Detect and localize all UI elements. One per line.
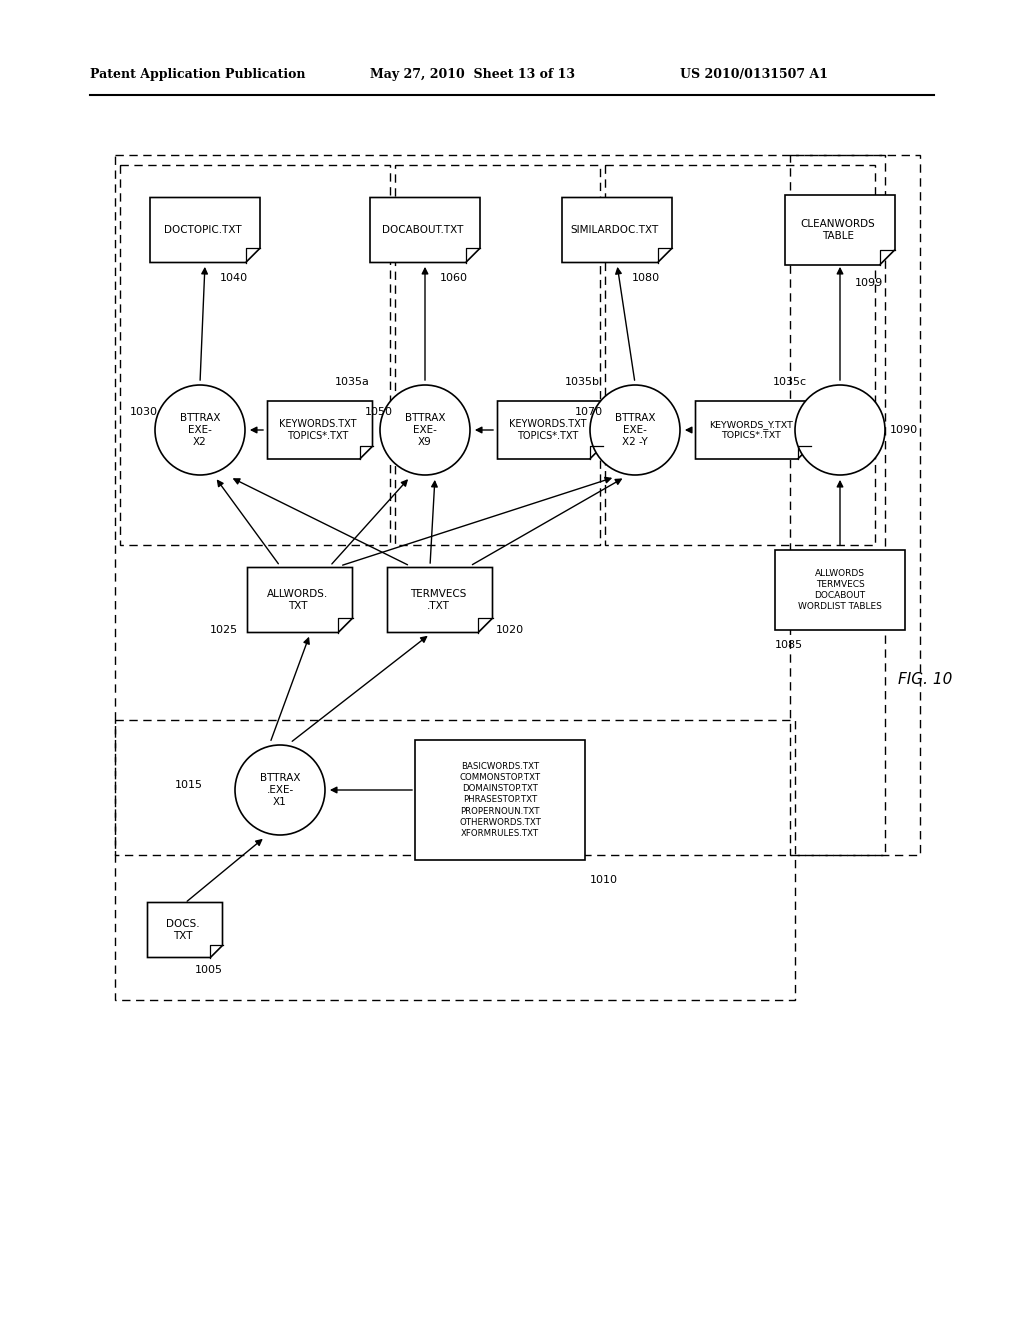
- Polygon shape: [370, 198, 480, 263]
- Text: BASICWORDS.TXT
COMMONSTOP.TXT
DOMAINSTOP.TXT
PHRASESTOP.TXT
PROPERNOUN.TXT
OTHER: BASICWORDS.TXT COMMONSTOP.TXT DOMAINSTOP…: [459, 762, 541, 838]
- Text: ALLWORDS.
TXT: ALLWORDS. TXT: [267, 589, 329, 611]
- Text: DOCS.
TXT: DOCS. TXT: [166, 919, 200, 941]
- Polygon shape: [785, 195, 895, 265]
- Polygon shape: [147, 903, 222, 957]
- Text: DOCABOUT.TXT: DOCABOUT.TXT: [382, 224, 464, 235]
- Polygon shape: [150, 198, 260, 263]
- Text: 1070: 1070: [575, 407, 603, 417]
- Text: ALLWORDS
TERMVECS
DOCABOUT
WORDLIST TABLES: ALLWORDS TERMVECS DOCABOUT WORDLIST TABL…: [798, 569, 882, 611]
- Text: KEYWORDS.TXT
TOPICS*.TXT: KEYWORDS.TXT TOPICS*.TXT: [509, 418, 587, 441]
- Bar: [415, 741, 585, 861]
- Text: 1080: 1080: [632, 273, 660, 282]
- Text: TERMVECS
.TXT: TERMVECS .TXT: [410, 589, 466, 611]
- Text: BTTRAX
EXE-
X2: BTTRAX EXE- X2: [180, 413, 220, 447]
- Text: 1035c: 1035c: [773, 378, 807, 387]
- Text: May 27, 2010  Sheet 13 of 13: May 27, 2010 Sheet 13 of 13: [370, 69, 575, 81]
- Text: KEYWORDS.TXT
TOPICS*.TXT: KEYWORDS.TXT TOPICS*.TXT: [280, 418, 356, 441]
- Polygon shape: [387, 568, 493, 632]
- Circle shape: [590, 385, 680, 475]
- Text: 1015: 1015: [175, 780, 203, 789]
- Text: 1030: 1030: [130, 407, 158, 417]
- Bar: [115, 154, 885, 855]
- Text: 1085: 1085: [775, 640, 803, 649]
- Circle shape: [155, 385, 245, 475]
- Text: 1035b: 1035b: [565, 378, 600, 387]
- Bar: [395, 165, 600, 545]
- Text: 1099: 1099: [855, 279, 884, 288]
- Text: 1025: 1025: [210, 624, 239, 635]
- Text: 1010: 1010: [590, 875, 618, 884]
- Polygon shape: [248, 568, 352, 632]
- Circle shape: [795, 385, 885, 475]
- Circle shape: [234, 744, 325, 836]
- Bar: [790, 154, 920, 855]
- Text: BTTRAX
EXE-
X2 -Y: BTTRAX EXE- X2 -Y: [614, 413, 655, 447]
- Text: BTTRAX
EXE-
X9: BTTRAX EXE- X9: [404, 413, 445, 447]
- Text: 1090: 1090: [890, 425, 919, 436]
- Polygon shape: [562, 198, 672, 263]
- Text: 1035a: 1035a: [335, 378, 370, 387]
- Polygon shape: [695, 401, 811, 459]
- Bar: [775, 550, 905, 630]
- Text: 1060: 1060: [440, 273, 468, 282]
- Text: 1040: 1040: [220, 273, 248, 282]
- Text: US 2010/0131507 A1: US 2010/0131507 A1: [680, 69, 828, 81]
- Bar: [120, 165, 390, 545]
- Bar: [115, 719, 795, 1001]
- Text: KEYWORDS_Y.TXT
TOPICS*.TXT: KEYWORDS_Y.TXT TOPICS*.TXT: [710, 420, 793, 440]
- Circle shape: [380, 385, 470, 475]
- Text: Patent Application Publication: Patent Application Publication: [90, 69, 305, 81]
- Text: SIMILARDOC.TXT: SIMILARDOC.TXT: [570, 224, 659, 235]
- Text: CLEANWORDS
TABLE: CLEANWORDS TABLE: [801, 219, 876, 242]
- Bar: [605, 165, 874, 545]
- Text: 1050: 1050: [365, 407, 393, 417]
- Text: BTTRAX
.EXE-
X1: BTTRAX .EXE- X1: [260, 772, 300, 808]
- Text: DOCTOPIC.TXT: DOCTOPIC.TXT: [164, 224, 242, 235]
- Text: 1005: 1005: [195, 965, 223, 975]
- Polygon shape: [267, 401, 373, 459]
- Text: FIG. 10: FIG. 10: [898, 672, 952, 688]
- Polygon shape: [498, 401, 602, 459]
- Text: 1020: 1020: [496, 624, 524, 635]
